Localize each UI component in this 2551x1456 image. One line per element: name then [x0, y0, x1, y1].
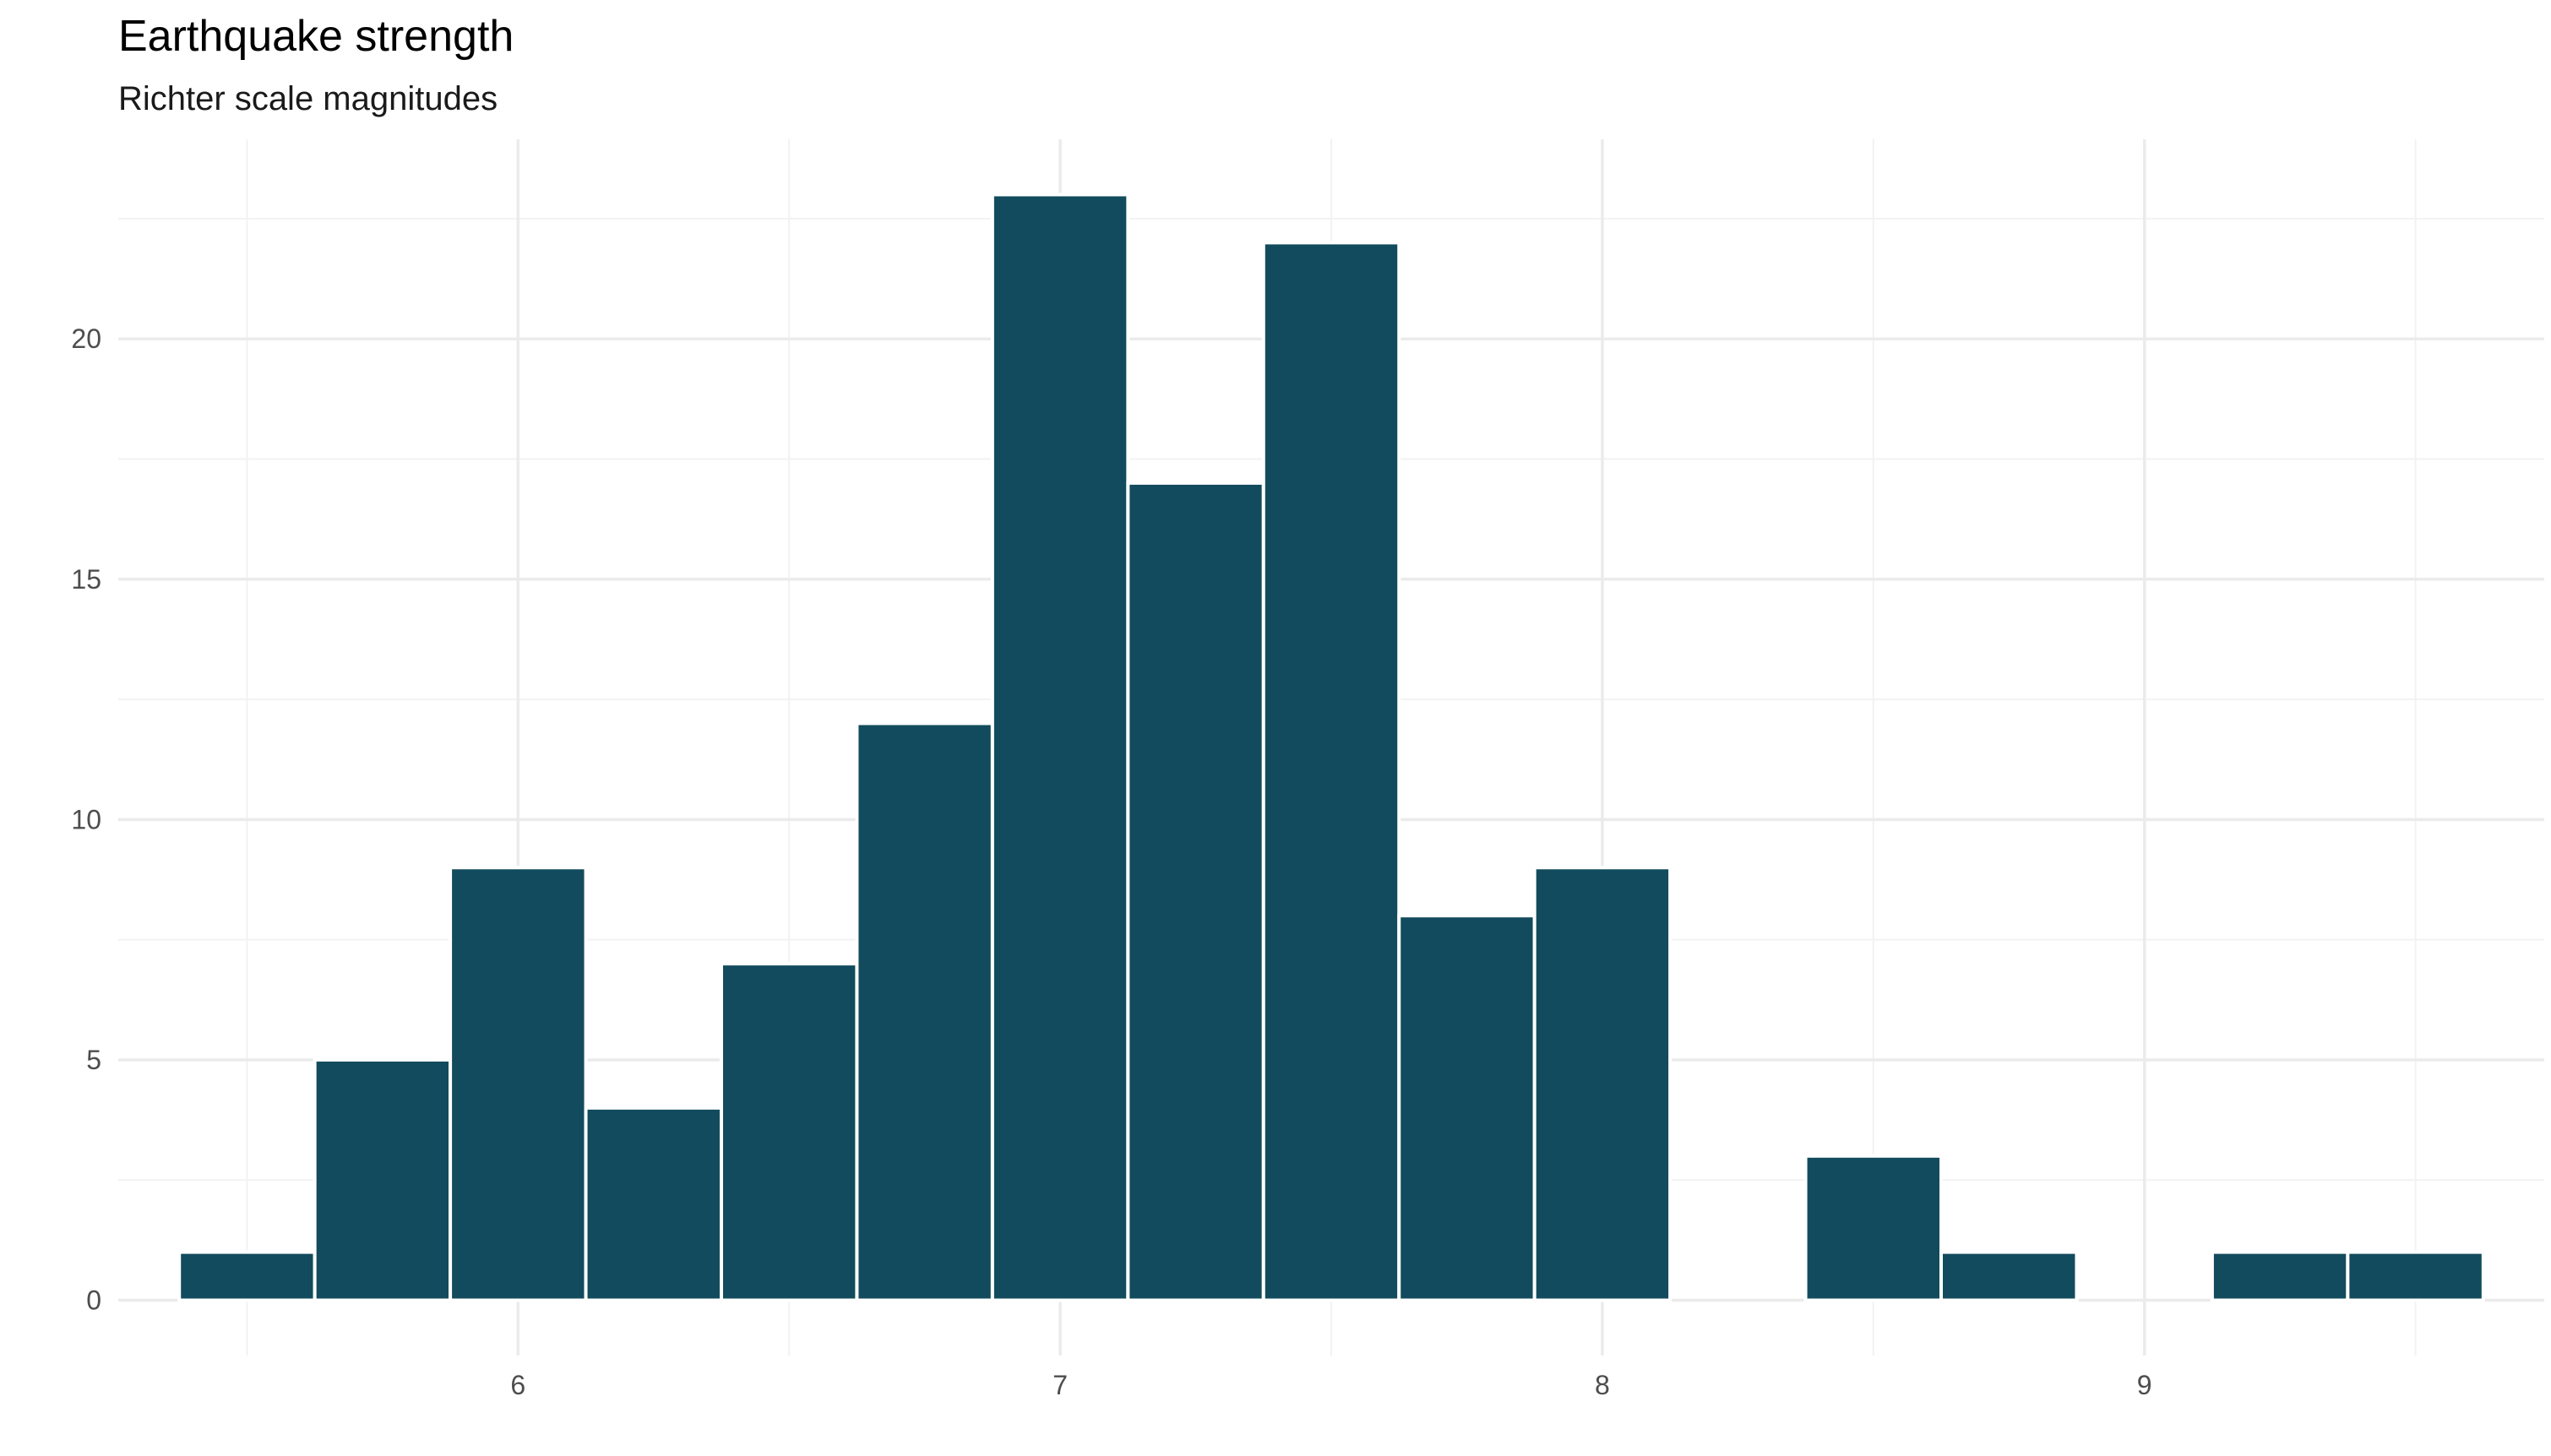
histogram-bar	[177, 1250, 317, 1302]
x-tick-label: 9	[2137, 1370, 2152, 1400]
y-tick-label: 5	[86, 1045, 101, 1075]
histogram-bar	[2346, 1250, 2485, 1302]
histogram-bar	[1261, 241, 1401, 1302]
histogram-bar	[855, 721, 994, 1302]
histogram-bar	[719, 962, 859, 1302]
chart-title: Earthquake strength	[118, 12, 514, 61]
histogram-bar	[449, 866, 588, 1302]
x-tick-label: 6	[510, 1370, 525, 1400]
x-tick-label: 8	[1595, 1370, 1610, 1400]
histogram-bar	[1126, 481, 1265, 1302]
y-tick-label: 10	[71, 804, 101, 834]
bars	[177, 193, 2485, 1302]
histogram-bar	[1803, 1154, 1944, 1302]
histogram-bar	[1397, 914, 1537, 1302]
y-axis-tick-labels: 0 5 10 15 20	[71, 323, 101, 1315]
histogram-bar	[990, 193, 1130, 1302]
histogram-bar	[1939, 1250, 2079, 1302]
x-axis-tick-labels: 6 7 8 9	[510, 1370, 2151, 1400]
histogram-bar	[313, 1057, 453, 1302]
y-tick-label: 20	[71, 323, 101, 354]
chart-subtitle: Richter scale magnitudes	[118, 80, 498, 117]
y-tick-label: 15	[71, 564, 101, 595]
histogram-bar	[584, 1106, 723, 1302]
x-tick-label: 7	[1052, 1370, 1068, 1400]
histogram-bar	[2210, 1250, 2350, 1302]
histogram-bar	[1532, 866, 1673, 1302]
y-tick-label: 0	[86, 1285, 101, 1316]
